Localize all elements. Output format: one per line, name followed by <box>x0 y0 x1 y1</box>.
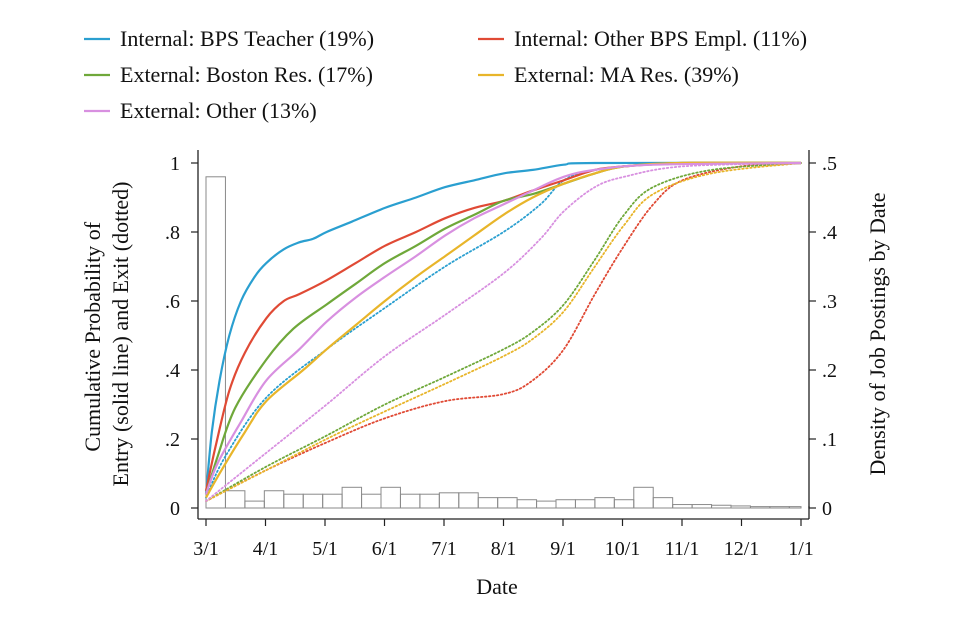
histogram-bar <box>516 499 538 509</box>
legend-label: Internal: Other BPS Empl. (11%) <box>514 26 807 51</box>
series-exit-line <box>205 162 802 499</box>
histogram-bar <box>497 497 518 509</box>
y-tick-right-label: .5 <box>822 153 837 175</box>
histogram-bar <box>749 506 771 509</box>
y-tick-right-label: .4 <box>822 222 837 244</box>
density-histogram <box>205 176 810 509</box>
y-tick-left-label: .8 <box>165 222 180 244</box>
series-exit-line <box>205 162 802 502</box>
histogram-bar <box>341 486 363 509</box>
y-axis-right-title: Density of Job Postings by Date <box>865 193 890 476</box>
series-exit-line <box>205 162 802 502</box>
y-axis-left-title-line2: Entry (solid line) and Exit (dotted) <box>108 182 133 487</box>
histogram-bar <box>594 497 615 509</box>
series-exit-line <box>205 162 802 502</box>
histogram-bar <box>788 506 802 509</box>
histogram-bar <box>769 506 790 509</box>
y-axis-left-title: Cumulative Probability of Entry (solid l… <box>80 182 133 487</box>
histogram-bar <box>672 504 693 509</box>
y-tick-left-label: .6 <box>165 291 180 313</box>
histogram-bar <box>574 499 596 509</box>
y-ticks-right: 0 .1 .2 .3 .4 .5 <box>809 153 837 520</box>
histogram-bar <box>399 493 421 509</box>
y-tick-right-label: .2 <box>822 360 837 382</box>
legend-label: External: Boston Res. (17%) <box>120 62 373 87</box>
x-ticks: 3/1 4/1 5/1 6/1 7/1 8/1 9/1 10/1 11/1 12/1 1/1 <box>193 519 814 560</box>
histogram-bar <box>458 492 479 509</box>
x-tick-label: 4/1 <box>253 538 279 560</box>
x-tick-label: 12/1 <box>724 538 760 560</box>
series-exit-line <box>205 162 802 502</box>
histogram-bar <box>477 497 499 509</box>
legend-label: Internal: BPS Teacher (19%) <box>120 26 374 51</box>
series-entry-line <box>204 161 802 495</box>
x-tick-label: 7/1 <box>431 538 457 560</box>
histogram-bar <box>283 493 304 509</box>
histogram-bar <box>380 486 401 509</box>
y-axis-left-title-line1: Cumulative Probability of <box>80 221 105 451</box>
y-tick-right-label: .1 <box>822 429 837 451</box>
legend-label: External: MA Res. (39%) <box>514 62 739 87</box>
histogram-bar <box>555 499 576 509</box>
x-tick-label: 3/1 <box>193 538 219 560</box>
legend: Internal: BPS Teacher (19%) Internal: Oth… <box>84 26 807 123</box>
x-tick-label: 9/1 <box>550 538 576 560</box>
histogram-bar <box>536 500 557 509</box>
histogram-bar <box>263 490 285 509</box>
histogram-bar <box>438 492 460 509</box>
histogram-bar <box>302 493 324 509</box>
y-tick-left-label: .2 <box>165 429 180 451</box>
x-tick-label: 8/1 <box>491 538 517 560</box>
x-tick-label: 6/1 <box>372 538 398 560</box>
x-tick-label: 5/1 <box>312 538 338 560</box>
series-lines <box>204 161 802 502</box>
x-tick-label: 10/1 <box>605 538 641 560</box>
legend-label: External: Other (13%) <box>120 98 317 123</box>
histogram-bar <box>205 176 226 509</box>
histogram-bar <box>691 504 713 509</box>
y-tick-left-label: 1 <box>170 153 180 175</box>
series-entry-line <box>204 161 802 495</box>
histogram-bar <box>613 499 635 509</box>
histogram-bar <box>730 505 751 509</box>
x-tick-label: 1/1 <box>788 538 814 560</box>
histogram-bar <box>361 493 382 509</box>
x-tick-label: 11/1 <box>665 538 700 560</box>
histogram-bar <box>652 497 674 509</box>
series-entry-line <box>205 161 802 499</box>
y-tick-left-label: 0 <box>170 498 180 520</box>
histogram-bar <box>633 486 654 509</box>
histogram-bar <box>419 493 440 509</box>
histogram-bar <box>711 504 732 509</box>
histogram-bar <box>244 500 265 509</box>
y-tick-right-label: 0 <box>822 498 832 520</box>
y-ticks-left: 0 .2 .4 .6 .8 1 <box>165 153 198 520</box>
histogram-bar <box>224 490 246 509</box>
y-tick-right-label: .3 <box>822 291 837 313</box>
histogram-bar <box>322 493 343 509</box>
series-entry-line <box>204 161 802 495</box>
y-tick-left-label: .4 <box>165 360 180 382</box>
x-axis-title: Date <box>476 574 518 599</box>
